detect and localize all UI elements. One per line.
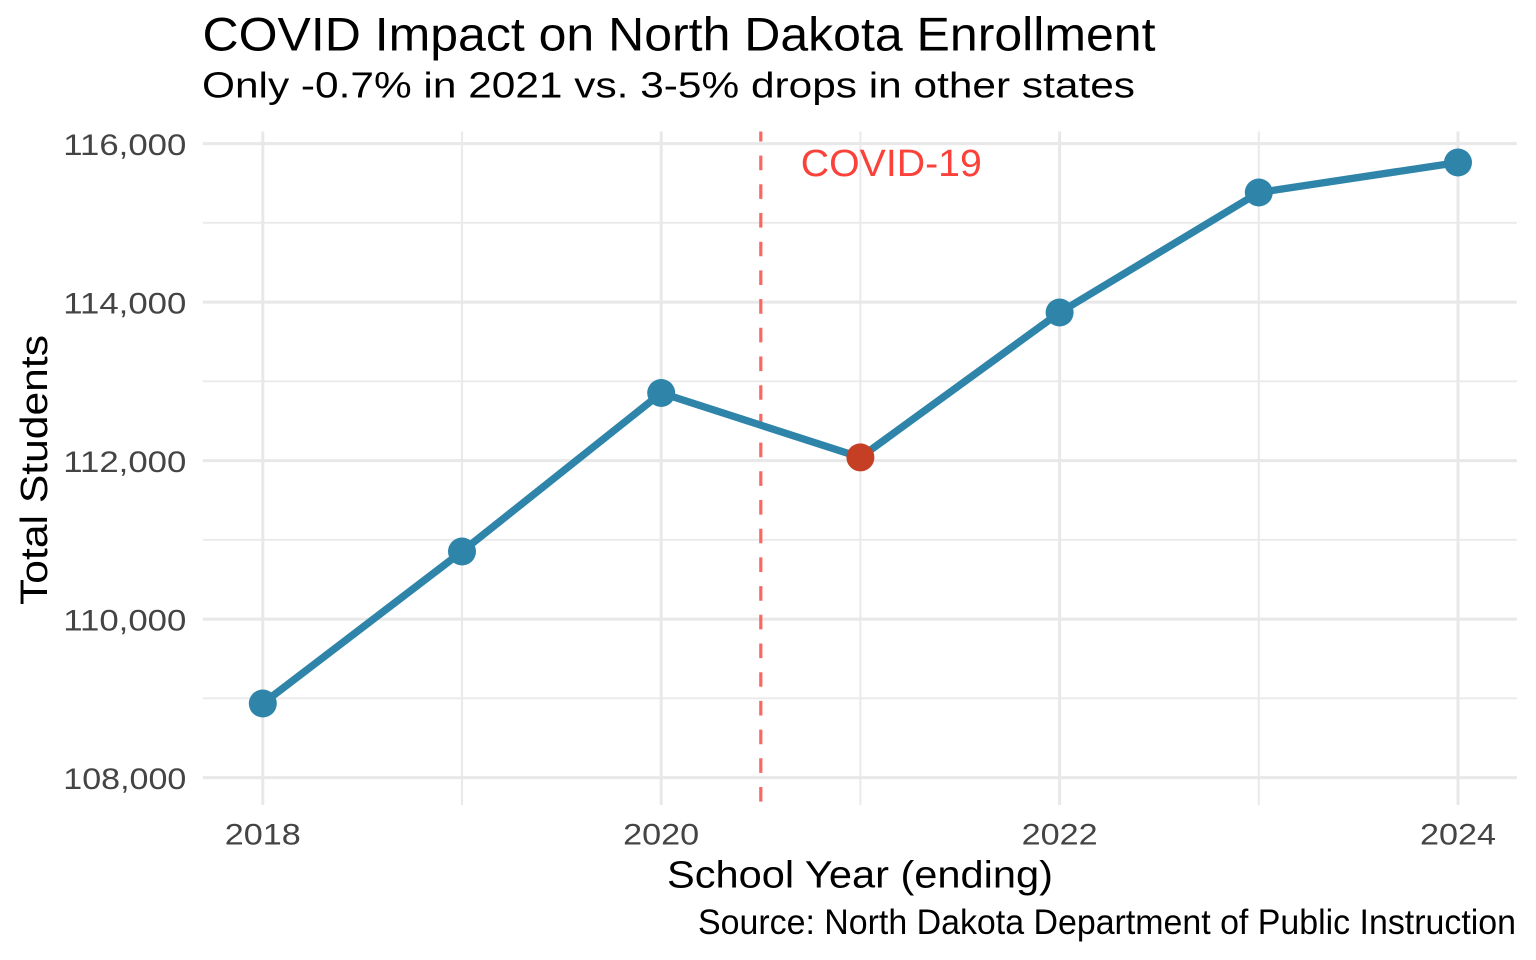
svg-text:2022: 2022 [1022,819,1098,852]
svg-text:COVID Impact on North Dakota E: COVID Impact on North Dakota Enrollment [203,8,1156,61]
svg-text:Source: North Dakota Departmen: Source: North Dakota Department of Publi… [698,903,1516,942]
svg-text:2018: 2018 [225,819,301,852]
svg-text:114,000: 114,000 [63,287,186,320]
svg-text:School Year (ending): School Year (ending) [667,854,1053,896]
svg-text:2024: 2024 [1420,819,1496,852]
svg-text:116,000: 116,000 [63,129,186,162]
svg-text:Total Students: Total Students [14,335,56,605]
svg-text:108,000: 108,000 [63,763,186,796]
svg-text:110,000: 110,000 [63,604,186,637]
svg-text:Only -0.7% in 2021 vs. 3-5% dr: Only -0.7% in 2021 vs. 3-5% drops in oth… [202,64,1135,105]
svg-text:2020: 2020 [623,819,699,852]
svg-text:COVID-19: COVID-19 [801,143,982,185]
svg-text:112,000: 112,000 [63,446,186,479]
